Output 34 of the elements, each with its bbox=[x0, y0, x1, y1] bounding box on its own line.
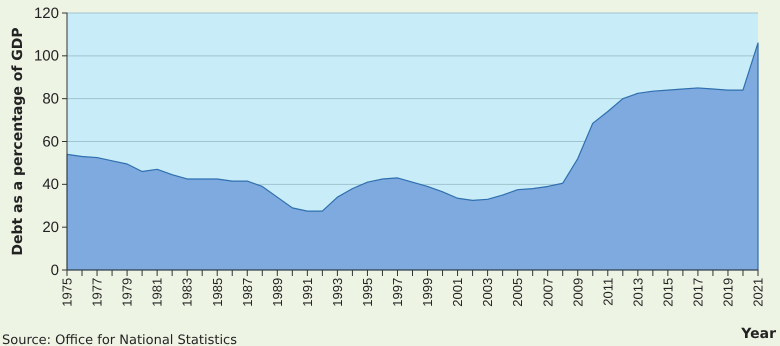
x-tick-label: 2017 bbox=[690, 278, 706, 307]
x-tick-label: 1993 bbox=[330, 278, 345, 307]
x-tick-label: 1989 bbox=[270, 278, 285, 307]
x-tick-label: 2009 bbox=[570, 278, 586, 307]
x-tick-label: 1983 bbox=[180, 278, 195, 307]
x-tick-label: 2005 bbox=[510, 278, 526, 307]
x-tick-label: 1995 bbox=[360, 278, 375, 307]
y-tick-label: 20 bbox=[42, 218, 59, 236]
x-tick-label: 2011 bbox=[600, 278, 616, 306]
x-tick-label: 2021 bbox=[750, 278, 766, 307]
x-tick-label: 1977 bbox=[90, 278, 105, 307]
x-tick-label: 1981 bbox=[150, 278, 165, 307]
x-tick-label: 2019 bbox=[720, 278, 736, 307]
source-note: Source: Office for National Statistics bbox=[2, 333, 238, 346]
x-tick-label: 2015 bbox=[660, 278, 676, 307]
x-tick-label: 1999 bbox=[420, 278, 436, 307]
y-tick-label: 120 bbox=[34, 4, 59, 22]
y-tick-label: 80 bbox=[42, 90, 59, 108]
x-tick-label: 1979 bbox=[120, 278, 135, 307]
y-axis-title: Debt as a percentage of GDP bbox=[10, 27, 26, 256]
y-tick-label: 100 bbox=[34, 48, 59, 65]
x-tick-label: 1991 bbox=[300, 278, 315, 307]
x-tick-label: 2003 bbox=[480, 278, 496, 307]
y-tick-label: 60 bbox=[42, 133, 59, 150]
y-tick-label: 40 bbox=[42, 176, 59, 194]
x-tick-label: 1987 bbox=[240, 278, 255, 307]
x-tick-label: 1997 bbox=[390, 278, 406, 307]
x-axis-title: Year bbox=[740, 326, 776, 342]
x-tick-label: 2001 bbox=[450, 278, 466, 307]
x-tick-label: 1975 bbox=[60, 278, 75, 307]
x-tick-label: 1985 bbox=[210, 278, 225, 307]
x-tick-label: 2013 bbox=[630, 278, 646, 307]
y-tick-label: 0 bbox=[50, 262, 59, 279]
x-tick-label: 2007 bbox=[540, 278, 556, 307]
